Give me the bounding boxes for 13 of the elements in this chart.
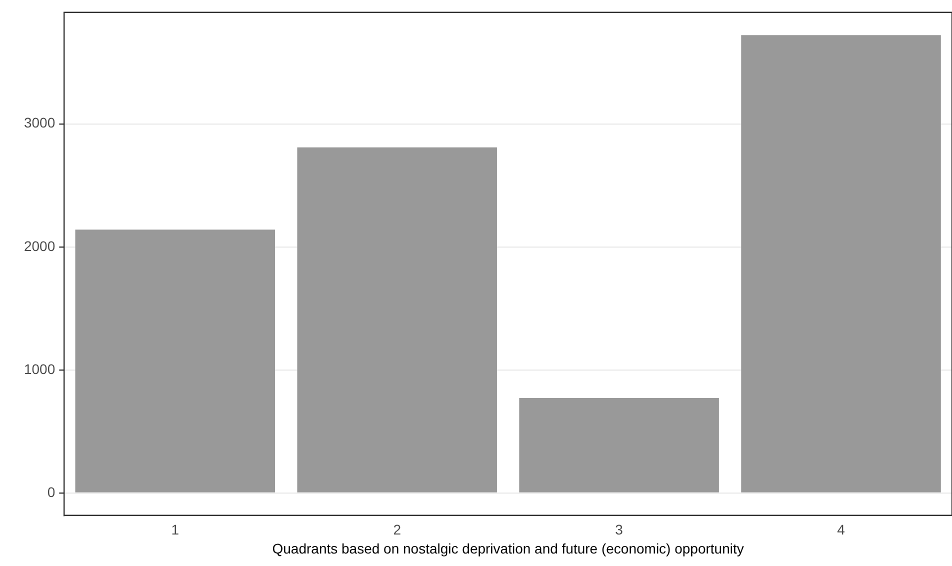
x-tick-label: 3 xyxy=(615,522,624,538)
y-tick-label: 1000 xyxy=(24,360,56,377)
x-tick-label: 2 xyxy=(393,522,402,538)
y-tick-label: 2000 xyxy=(24,238,56,254)
y-tick-label: 0 xyxy=(47,484,56,500)
bar xyxy=(741,35,941,492)
bar xyxy=(519,398,719,492)
bar xyxy=(75,230,276,492)
x-tick-label: 1 xyxy=(171,522,180,538)
x-tick-label: 4 xyxy=(837,522,846,538)
x-axis-title: Quadrants based on nostalgic deprivation and future (economic) opportunity xyxy=(272,540,744,556)
y-tick-label: 3000 xyxy=(24,114,56,131)
bar xyxy=(297,147,497,492)
